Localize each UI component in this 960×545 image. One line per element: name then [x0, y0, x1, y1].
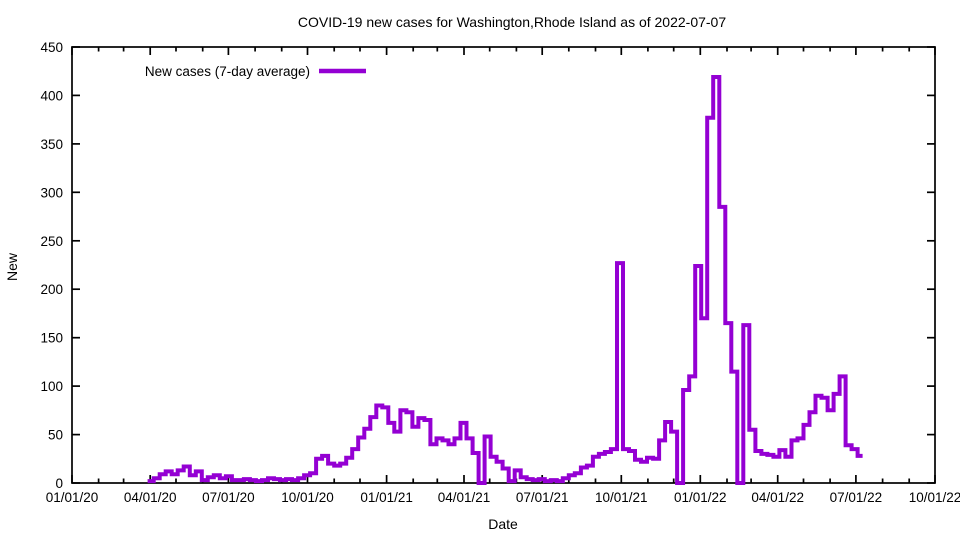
plot-border — [71, 46, 936, 484]
y-tick-label: 300 — [40, 185, 63, 200]
legend: New cases (7-day average) — [145, 64, 366, 79]
x-tick-label: 10/01/21 — [595, 490, 648, 505]
x-tick-label: 10/01/22 — [909, 490, 960, 505]
y-tick-label: 0 — [55, 476, 63, 491]
x-tick-label: 01/01/22 — [674, 490, 727, 505]
x-tick-label: 04/01/20 — [124, 490, 177, 505]
x-tick-label: 01/01/21 — [360, 490, 413, 505]
x-tick-label: 04/01/21 — [438, 490, 491, 505]
y-tick-label: 350 — [40, 137, 63, 152]
y-tick-label: 150 — [40, 331, 63, 346]
new-cases-line — [147, 75, 863, 485]
y-tick-label: 200 — [40, 282, 63, 297]
x-tick-label: 01/01/20 — [46, 490, 99, 505]
x-axis-label: Date — [488, 516, 518, 532]
plot-axes: 0 50 100 150 200 250 300 350 400 450 01/01/20 04/01… — [40, 40, 960, 505]
y-tick-label: 50 — [48, 428, 63, 443]
y-axis-label: New — [4, 252, 20, 281]
x-tick-label: 07/01/22 — [830, 490, 883, 505]
x-tick-label: 07/01/20 — [202, 490, 255, 505]
y-tick-label: 400 — [40, 88, 63, 103]
chart-title: COVID-19 new cases for Washington,Rhode … — [298, 14, 726, 30]
x-tick-label: 10/01/20 — [281, 490, 334, 505]
y-tick-label: 100 — [40, 379, 63, 394]
x-tick-label: 04/01/22 — [751, 490, 804, 505]
y-tick-label: 450 — [40, 40, 63, 55]
data-series-line — [147, 75, 863, 485]
legend-label: New cases (7-day average) — [145, 64, 310, 79]
x-tick-label: 07/01/21 — [516, 490, 569, 505]
y-tick-label: 250 — [40, 234, 63, 249]
